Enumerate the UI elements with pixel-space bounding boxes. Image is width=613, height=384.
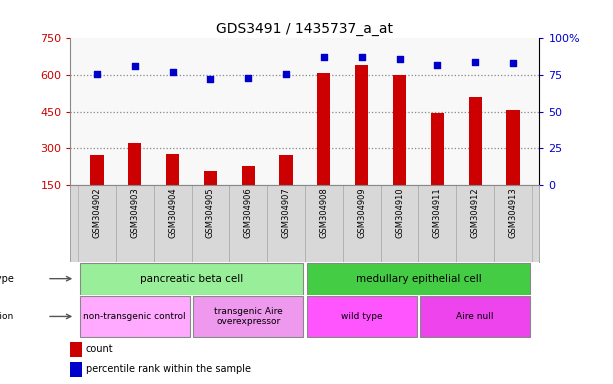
Text: GSM304906: GSM304906	[244, 187, 253, 238]
Text: wild type: wild type	[341, 312, 383, 321]
Text: GSM304905: GSM304905	[206, 187, 215, 238]
Bar	[468, 97, 482, 185]
Bar	[456, 185, 494, 262]
Text: medullary epithelial cell: medullary epithelial cell	[356, 274, 481, 284]
Point	[319, 55, 329, 61]
Bar	[229, 185, 267, 262]
Bar	[421, 296, 530, 337]
Bar	[431, 113, 444, 185]
Bar	[70, 362, 82, 377]
Point	[357, 55, 367, 61]
Point	[470, 59, 480, 65]
Bar	[318, 73, 330, 185]
Bar	[78, 185, 116, 262]
Text: GSM304910: GSM304910	[395, 187, 404, 238]
Bar	[70, 342, 82, 357]
Bar	[381, 185, 419, 262]
Text: GSM304903: GSM304903	[131, 187, 139, 238]
Text: GSM304913: GSM304913	[508, 187, 517, 238]
Bar	[393, 75, 406, 185]
Bar	[116, 185, 154, 262]
Point	[395, 56, 405, 62]
Text: GSM304911: GSM304911	[433, 187, 442, 238]
Bar	[191, 185, 229, 262]
Bar	[166, 154, 179, 185]
Title: GDS3491 / 1435737_a_at: GDS3491 / 1435737_a_at	[216, 22, 394, 36]
Point	[92, 70, 102, 76]
Bar	[494, 185, 532, 262]
Bar	[307, 296, 416, 337]
Bar	[90, 156, 104, 185]
Text: GSM304904: GSM304904	[168, 187, 177, 238]
Bar	[194, 296, 303, 337]
Point	[205, 76, 215, 83]
Point	[130, 63, 140, 69]
Text: count: count	[86, 344, 113, 354]
Bar	[80, 296, 189, 337]
Text: GSM304907: GSM304907	[281, 187, 291, 238]
Text: GSM304908: GSM304908	[319, 187, 329, 238]
Text: percentile rank within the sample: percentile rank within the sample	[86, 364, 251, 374]
Bar	[419, 185, 456, 262]
Text: GSM304909: GSM304909	[357, 187, 366, 238]
Bar	[128, 143, 142, 185]
Point	[243, 75, 253, 81]
Bar	[280, 156, 292, 185]
Text: transgenic Aire
overexpressor: transgenic Aire overexpressor	[214, 307, 283, 326]
Bar	[506, 110, 520, 185]
Text: genotype/variation: genotype/variation	[0, 312, 14, 321]
Point	[281, 70, 291, 76]
Text: GSM304902: GSM304902	[93, 187, 102, 238]
Bar	[343, 185, 381, 262]
Point	[168, 69, 178, 75]
Text: cell type: cell type	[0, 274, 14, 284]
Bar	[80, 263, 303, 295]
Bar	[355, 65, 368, 185]
Bar	[154, 185, 191, 262]
Bar	[242, 166, 255, 185]
Text: Aire null: Aire null	[457, 312, 494, 321]
Bar	[267, 185, 305, 262]
Bar	[307, 263, 530, 295]
Bar	[204, 171, 217, 185]
Text: pancreatic beta cell: pancreatic beta cell	[140, 274, 243, 284]
Bar	[305, 185, 343, 262]
Point	[508, 60, 518, 66]
Text: GSM304912: GSM304912	[471, 187, 479, 238]
Text: non-transgenic control: non-transgenic control	[83, 312, 186, 321]
Point	[432, 62, 442, 68]
